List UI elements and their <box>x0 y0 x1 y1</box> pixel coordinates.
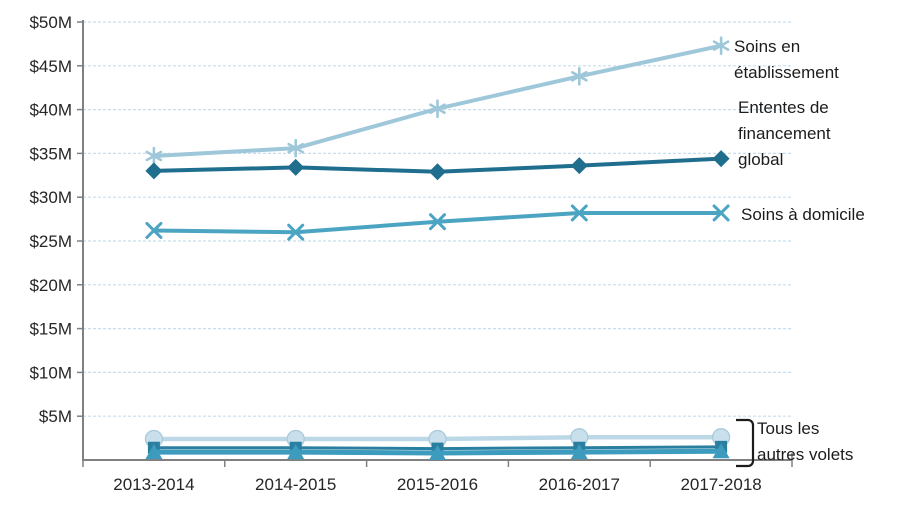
gridlines <box>83 21 792 417</box>
marker-asterisk <box>570 67 588 86</box>
x-tick-label: 2017-2018 <box>680 475 761 494</box>
marker-asterisk <box>145 146 163 166</box>
marker-asterisk <box>712 36 730 55</box>
y-tick-label: $10M <box>29 363 72 382</box>
marker-triangle <box>712 443 730 459</box>
marker-triangle <box>145 444 163 460</box>
series-label-ententes-financement-global: Ententes de financement global <box>738 98 831 169</box>
x-tick-label: 2014-2015 <box>255 475 336 494</box>
marker-x <box>429 213 446 231</box>
marker-diamond <box>570 157 588 175</box>
series-2-soins-domicile <box>145 204 730 241</box>
y-tick-label: $20M <box>29 276 72 295</box>
y-tick-label: $30M <box>29 188 72 207</box>
marker-asterisk <box>287 138 305 158</box>
marker-diamond <box>287 158 305 176</box>
series-1-ententes-de-financement-global <box>145 150 730 181</box>
marker-diamond <box>429 163 446 181</box>
series-label-tous-les-autres-volets: Tous les autres volets <box>757 419 854 464</box>
x-axis: 2013-2014 2014-2015 2015-2016 2016-2017 2017… <box>82 453 793 494</box>
marker-triangle <box>287 444 305 460</box>
group-bracket <box>736 418 755 468</box>
x-tick-label: 2013-2014 <box>113 475 194 494</box>
x-tick-label: 2016-2017 <box>539 475 620 494</box>
y-tick-label: $50M <box>29 13 72 32</box>
series-label-soins-a-domicile: Soins à domicile <box>741 205 865 224</box>
marker-diamond <box>712 150 730 168</box>
marker-x <box>570 204 588 222</box>
marker-triangle <box>570 444 588 460</box>
y-tick-label: $35M <box>29 144 72 163</box>
series-0-soins-en-tablissement <box>145 36 730 166</box>
marker-x <box>712 204 730 222</box>
series-5-tous-les-autres-volets <box>145 443 730 460</box>
marker-asterisk <box>429 99 446 119</box>
y-tick-label: $25M <box>29 232 72 251</box>
x-tick-label: 2015-2016 <box>397 475 478 494</box>
y-tick-label: $5M <box>39 407 72 426</box>
y-axis: $50M $45M $40M $35M $30M $25M $20M $15M $10M $5M <box>29 13 84 461</box>
marker-triangle <box>429 444 446 460</box>
y-tick-label: $40M <box>29 101 72 120</box>
series-label-soins-en-etablissement: Soins en établissement <box>734 37 839 82</box>
marker-x <box>287 223 305 241</box>
marker-diamond <box>145 162 163 180</box>
y-tick-label: $45M <box>29 57 72 76</box>
y-tick-label: $15M <box>29 320 72 339</box>
marker-x <box>145 221 163 239</box>
